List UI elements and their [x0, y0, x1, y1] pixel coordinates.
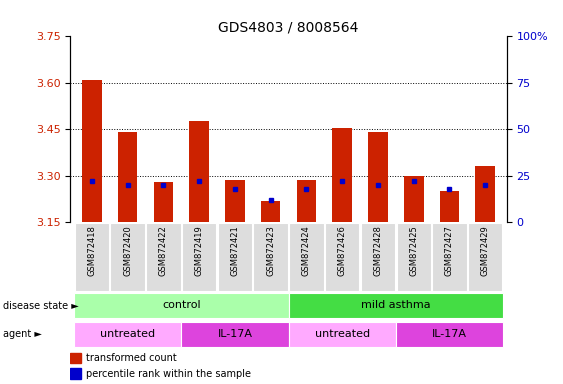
- Bar: [404, 176, 423, 222]
- Bar: [82, 79, 102, 222]
- Bar: [332, 127, 352, 222]
- Text: percentile rank within the sample: percentile rank within the sample: [86, 369, 251, 379]
- Text: GSM872419: GSM872419: [195, 225, 204, 276]
- Text: GSM872420: GSM872420: [123, 225, 132, 276]
- Bar: [225, 180, 245, 222]
- Bar: [440, 191, 459, 222]
- Text: transformed count: transformed count: [86, 353, 176, 363]
- Text: GSM872425: GSM872425: [409, 225, 418, 276]
- Bar: [475, 167, 495, 222]
- Text: agent ►: agent ►: [3, 329, 42, 339]
- Bar: [396, 223, 431, 291]
- Bar: [297, 180, 316, 222]
- Text: IL-17A: IL-17A: [217, 329, 252, 339]
- Text: GSM872426: GSM872426: [338, 225, 347, 276]
- Bar: [74, 322, 181, 347]
- Text: disease state ►: disease state ►: [3, 301, 79, 311]
- Bar: [70, 353, 81, 363]
- Text: GSM872421: GSM872421: [230, 225, 239, 276]
- Bar: [396, 322, 503, 347]
- Title: GDS4803 / 8008564: GDS4803 / 8008564: [218, 21, 359, 35]
- Text: control: control: [162, 300, 200, 310]
- Bar: [468, 223, 502, 291]
- Bar: [368, 132, 388, 222]
- Bar: [181, 322, 289, 347]
- Bar: [74, 293, 289, 318]
- Bar: [325, 223, 359, 291]
- Text: mild asthma: mild asthma: [361, 300, 431, 310]
- Bar: [289, 293, 503, 318]
- Text: GSM872428: GSM872428: [373, 225, 382, 276]
- Text: GSM872422: GSM872422: [159, 225, 168, 276]
- Bar: [253, 223, 288, 291]
- Text: untreated: untreated: [100, 329, 155, 339]
- Bar: [361, 223, 395, 291]
- Bar: [110, 223, 145, 291]
- Bar: [289, 223, 324, 291]
- Bar: [75, 223, 109, 291]
- Text: IL-17A: IL-17A: [432, 329, 467, 339]
- Text: GSM872429: GSM872429: [481, 225, 490, 276]
- Bar: [118, 132, 137, 222]
- Text: GSM872427: GSM872427: [445, 225, 454, 276]
- Bar: [289, 322, 396, 347]
- Bar: [218, 223, 252, 291]
- Text: GSM872418: GSM872418: [87, 225, 96, 276]
- Text: GSM872423: GSM872423: [266, 225, 275, 276]
- Bar: [189, 121, 209, 222]
- Bar: [432, 223, 467, 291]
- Bar: [154, 182, 173, 222]
- Bar: [146, 223, 181, 291]
- Text: GSM872424: GSM872424: [302, 225, 311, 276]
- Text: untreated: untreated: [315, 329, 370, 339]
- Bar: [70, 368, 81, 379]
- Bar: [261, 200, 280, 222]
- Bar: [182, 223, 216, 291]
